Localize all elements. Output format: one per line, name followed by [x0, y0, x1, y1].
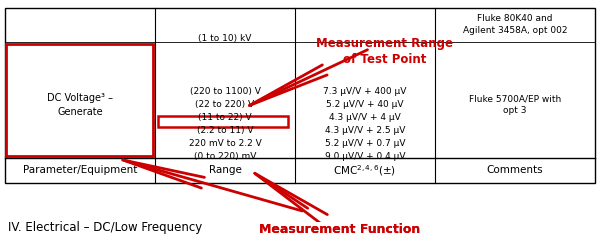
Text: 9.0 μV/V + 0.4 μV: 9.0 μV/V + 0.4 μV — [325, 153, 405, 162]
Text: (22 to 220) V: (22 to 220) V — [196, 100, 254, 109]
Text: Measurement Range
of Test Point: Measurement Range of Test Point — [317, 37, 454, 66]
Text: Range: Range — [209, 165, 241, 175]
Text: (220 to 1100) V: (220 to 1100) V — [190, 87, 260, 96]
Text: Parameter/Equipment: Parameter/Equipment — [23, 165, 137, 175]
Text: Comments: Comments — [487, 165, 544, 175]
Text: (0 to 220) mV: (0 to 220) mV — [194, 153, 256, 162]
Text: Fluke 80K40 and
Agilent 3458A, opt 002: Fluke 80K40 and Agilent 3458A, opt 002 — [463, 14, 567, 35]
Text: (11 to 22) V: (11 to 22) V — [198, 113, 252, 122]
Text: Measurement Function: Measurement Function — [259, 223, 421, 236]
Text: 4.3 μV/V + 2.5 μV: 4.3 μV/V + 2.5 μV — [325, 126, 405, 135]
Text: 4.3 μV/V + 4 μV: 4.3 μV/V + 4 μV — [329, 113, 401, 122]
Text: 7.3 μV/V + 400 μV: 7.3 μV/V + 400 μV — [323, 87, 407, 96]
Text: CMC$^{2, 4, 6}$($\pm$): CMC$^{2, 4, 6}$($\pm$) — [334, 163, 397, 178]
Text: (2.2 to 11) V: (2.2 to 11) V — [197, 126, 253, 135]
Text: (1 to 10) kV: (1 to 10) kV — [199, 34, 251, 43]
Text: 5.2 μV/V + 40 μV: 5.2 μV/V + 40 μV — [326, 100, 404, 109]
Text: IV. Electrical – DC/Low Frequency: IV. Electrical – DC/Low Frequency — [8, 221, 202, 234]
Bar — [5, 8, 595, 183]
Text: Measurement Function: Measurement Function — [259, 223, 421, 236]
Text: 220 mV to 2.2 V: 220 mV to 2.2 V — [188, 139, 262, 148]
Text: Fluke 5700A/EP with
opt 3: Fluke 5700A/EP with opt 3 — [469, 94, 561, 115]
Text: DC Voltage³ –
Generate: DC Voltage³ – Generate — [47, 93, 113, 117]
Text: 5.2 μV/V + 0.7 μV: 5.2 μV/V + 0.7 μV — [325, 139, 405, 148]
